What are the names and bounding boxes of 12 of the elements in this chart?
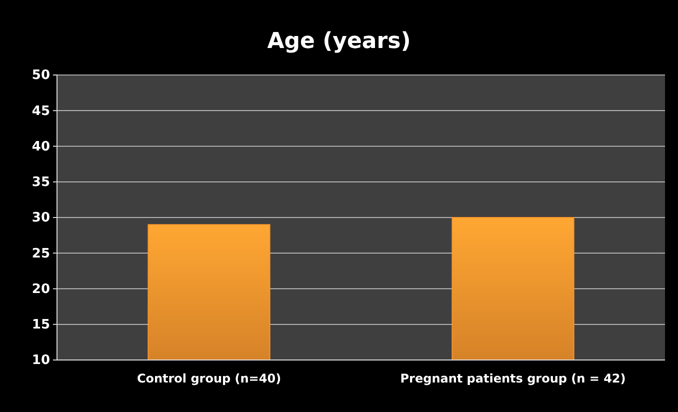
y-tick-label: 15: [32, 318, 50, 333]
y-tick-label: 40: [32, 139, 50, 154]
chart-title: Age (years): [267, 29, 411, 54]
y-tick-label: 25: [32, 246, 50, 262]
y-tick-label: 30: [32, 210, 50, 226]
y-tick-label: 10: [32, 353, 50, 368]
x-tick-label: Pregnant patients group (n = 42): [400, 372, 626, 386]
y-tick-label: 45: [32, 104, 50, 119]
y-tick-label: 50: [32, 68, 50, 84]
y-tick-label: 35: [32, 175, 50, 190]
x-tick-label: Control group (n=40): [136, 372, 282, 386]
y-tick-label: 20: [32, 282, 50, 297]
